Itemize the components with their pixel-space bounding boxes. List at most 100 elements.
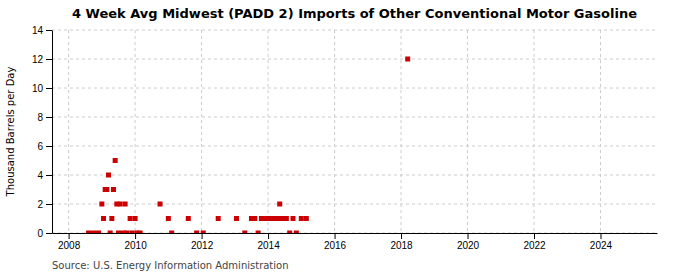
points (86, 57, 410, 234)
y-tick-mark (46, 204, 52, 205)
y-tick-label: 8 (37, 112, 43, 123)
point (118, 202, 123, 207)
point (99, 202, 104, 207)
x-tick: 2022 (523, 233, 546, 251)
grid-line (334, 30, 335, 233)
grid-line (68, 30, 69, 233)
x-tick-mark (69, 233, 70, 239)
y-tick: 0 (37, 228, 52, 239)
grid-line (534, 30, 535, 233)
x-tick-mark (202, 233, 203, 239)
grid-line (401, 30, 402, 233)
y-tick: 14 (32, 25, 52, 36)
x-tick-label: 2014 (257, 240, 280, 251)
x-tick: 2010 (124, 233, 147, 251)
y-tick-label: 6 (37, 141, 43, 152)
point (158, 202, 163, 207)
y-tick-mark (46, 117, 52, 118)
y-tick-mark (46, 146, 52, 147)
grid-line (467, 30, 468, 233)
x-tick-label: 2008 (58, 240, 81, 251)
point (104, 187, 109, 192)
point (108, 231, 113, 234)
y-tick-label: 14 (32, 25, 44, 36)
point (111, 187, 116, 192)
x-tick: 2018 (390, 233, 413, 251)
y-tick-label: 10 (32, 83, 44, 94)
grid-line (52, 117, 657, 118)
x-tick-label: 2016 (324, 240, 347, 251)
point (166, 216, 171, 221)
grid-line (52, 59, 657, 60)
y-tick: 2 (37, 199, 52, 210)
y-tick: 8 (37, 112, 52, 123)
grid-line (135, 30, 136, 233)
x-tick: 2024 (590, 233, 613, 251)
grid-line (52, 204, 657, 205)
y-axis-line (52, 31, 53, 234)
grid-line (52, 88, 657, 89)
point (405, 57, 410, 62)
y-tick-label: 0 (37, 228, 43, 239)
point (256, 231, 261, 234)
point (101, 216, 106, 221)
y-tick-mark (46, 175, 52, 176)
y-tick: 4 (37, 170, 52, 181)
chart: 2008 2010 2012 2014 2016 2018 2020 2022 2024 0 2 4 6… (0, 0, 675, 275)
x-tick-mark (268, 233, 269, 239)
y-tick-mark (46, 30, 52, 31)
y-tick: 6 (37, 141, 52, 152)
point (109, 216, 114, 221)
point (284, 216, 289, 221)
x-tick-label: 2010 (124, 240, 147, 251)
y-axis: 0 2 4 6 8 10 12 14 (32, 25, 53, 239)
point (124, 231, 129, 234)
y-tick-label: 12 (32, 54, 44, 65)
point (106, 173, 111, 178)
x-tick: 2014 (257, 233, 280, 251)
x-tick-mark (468, 233, 469, 239)
grid-line (52, 30, 657, 31)
point (129, 231, 134, 234)
grid-line (201, 30, 202, 233)
x-tick-label: 2022 (523, 240, 546, 251)
y-axis-label: Thousand Barrels per Day (5, 67, 16, 198)
point (201, 231, 206, 234)
point (194, 231, 199, 234)
point (116, 231, 121, 234)
y-tick-label: 4 (37, 170, 43, 181)
grid-line (268, 30, 269, 233)
grid-line (600, 30, 601, 233)
x-tick-mark (600, 233, 601, 239)
y-tick-mark (46, 59, 52, 60)
point (234, 216, 239, 221)
grid-line (52, 233, 657, 234)
x-tick-mark (534, 233, 535, 239)
point (91, 231, 96, 234)
point (123, 202, 128, 207)
x-tick-mark (335, 233, 336, 239)
x-tick-label: 2018 (390, 240, 413, 251)
x-tick: 2016 (324, 233, 347, 251)
x-tick-label: 2012 (191, 240, 214, 251)
y-tick: 12 (32, 54, 52, 65)
grid (52, 30, 657, 233)
x-axis-line (53, 233, 658, 234)
grid-line (52, 146, 657, 147)
point (299, 216, 304, 221)
x-tick: 2020 (457, 233, 480, 251)
point (113, 158, 118, 163)
point (96, 231, 101, 234)
grid-line (52, 175, 657, 176)
point (277, 202, 282, 207)
point (304, 216, 309, 221)
point (138, 231, 143, 234)
point (242, 231, 247, 234)
x-tick: 2008 (58, 233, 81, 251)
x-tick-mark (401, 233, 402, 239)
point (128, 216, 133, 221)
x-tick: 2012 (191, 233, 214, 251)
x-tick-mark (135, 233, 136, 239)
title: 4 Week Avg Midwest (PADD 2) Imports of O… (72, 6, 637, 21)
source: Source: U.S. Energy Information Administ… (52, 260, 289, 271)
